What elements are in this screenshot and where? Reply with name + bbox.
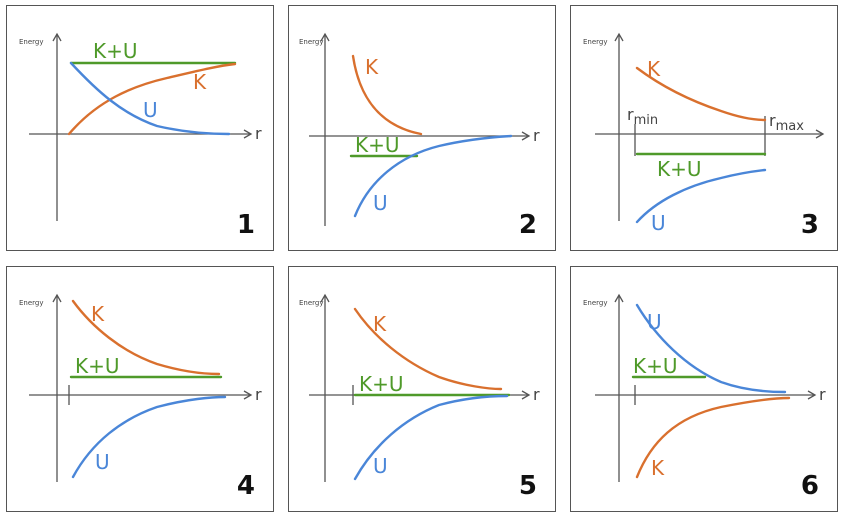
total-energy-label: K+U [657,157,702,181]
total-energy-label: K+U [75,354,120,378]
x-axis-label: r [533,385,540,404]
x-axis-arrow [521,390,531,400]
panel-number: 4 [236,471,255,501]
kinetic-energy-curve [67,62,237,136]
x-axis-arrow [243,390,253,400]
panel-1: Energy r K+U K U 1 [6,5,274,251]
potential-energy-label: U [143,98,158,122]
potential-energy-label: U [651,211,666,235]
potential-energy-label: U [373,191,388,215]
kinetic-energy-label: K [91,302,105,326]
potential-energy-label: U [647,310,662,334]
panel-4-diagram: Energy r K K+U U [19,293,262,482]
panel-number: 3 [800,210,819,240]
x-axis-label: r [255,385,262,404]
panel-5-diagram: Energy r K K+U U [299,293,540,482]
panel-1-diagram: Energy r K+U K U [19,32,262,221]
panel-6: Energy r U K+U K 6 [570,266,838,512]
y-axis-label: Energy [19,38,44,46]
panel-number: 6 [800,471,819,501]
y-axis-arrow [614,32,624,42]
y-axis-label: Energy [299,299,324,307]
x-axis-label: r [819,385,826,404]
rmin-label: rmin [627,105,658,128]
x-axis-arrow [243,129,253,139]
y-axis-label: Energy [583,38,608,46]
potential-energy-label: U [373,454,388,478]
y-axis-arrow [52,32,62,42]
x-axis-arrow [807,390,817,400]
kinetic-energy-curve [635,66,767,122]
potential-energy-curve [71,395,227,479]
panel-number: 5 [518,471,537,501]
panel-5: Energy r K K+U U 5 [288,266,556,512]
panel-3-diagram: Energy rmin rmax K K+U U [583,32,825,235]
panel-number: 2 [518,210,537,240]
kinetic-energy-label: K [373,312,387,336]
y-axis-arrow [320,32,330,42]
kinetic-energy-label: K [647,57,661,81]
total-energy-label: K+U [633,354,678,378]
panel-2-diagram: Energy r K K+U U [299,32,540,226]
y-axis-label: Energy [583,299,608,307]
y-axis-arrow [320,293,330,303]
potential-energy-curve [353,134,513,218]
kinetic-energy-curve [71,299,221,376]
total-energy-label: K+U [359,372,404,396]
y-axis-arrow [614,293,624,303]
panel-3: Energy rmin rmax K K+U U 3 [570,5,838,251]
potential-energy-label: U [95,450,110,474]
potential-energy-curve [635,168,767,224]
kinetic-energy-label: K [365,55,379,79]
x-axis-arrow [815,129,825,139]
rmax-label: rmax [769,111,804,134]
total-energy-label: K+U [355,133,400,157]
potential-energy-curve [635,303,787,394]
potential-energy-curve [69,61,231,136]
kinetic-energy-curve [351,54,423,136]
kinetic-energy-label: K [651,456,665,480]
kinetic-energy-label: K [193,70,207,94]
x-axis-label: r [533,126,540,145]
x-axis-arrow [521,131,531,141]
total-energy-label: K+U [93,39,138,63]
kinetic-energy-curve [353,307,503,391]
y-axis-label: Energy [19,299,44,307]
y-axis-label: Energy [299,38,324,46]
kinetic-energy-curve [635,396,791,479]
panel-4: Energy r K K+U U 4 [6,266,274,512]
potential-energy-curve [353,394,509,481]
panel-6-diagram: Energy r U K+U K [583,293,826,482]
x-axis-label: r [255,124,262,143]
y-axis-arrow [52,293,62,303]
panel-2: Energy r K K+U U 2 [288,5,556,251]
panel-number: 1 [236,210,255,240]
